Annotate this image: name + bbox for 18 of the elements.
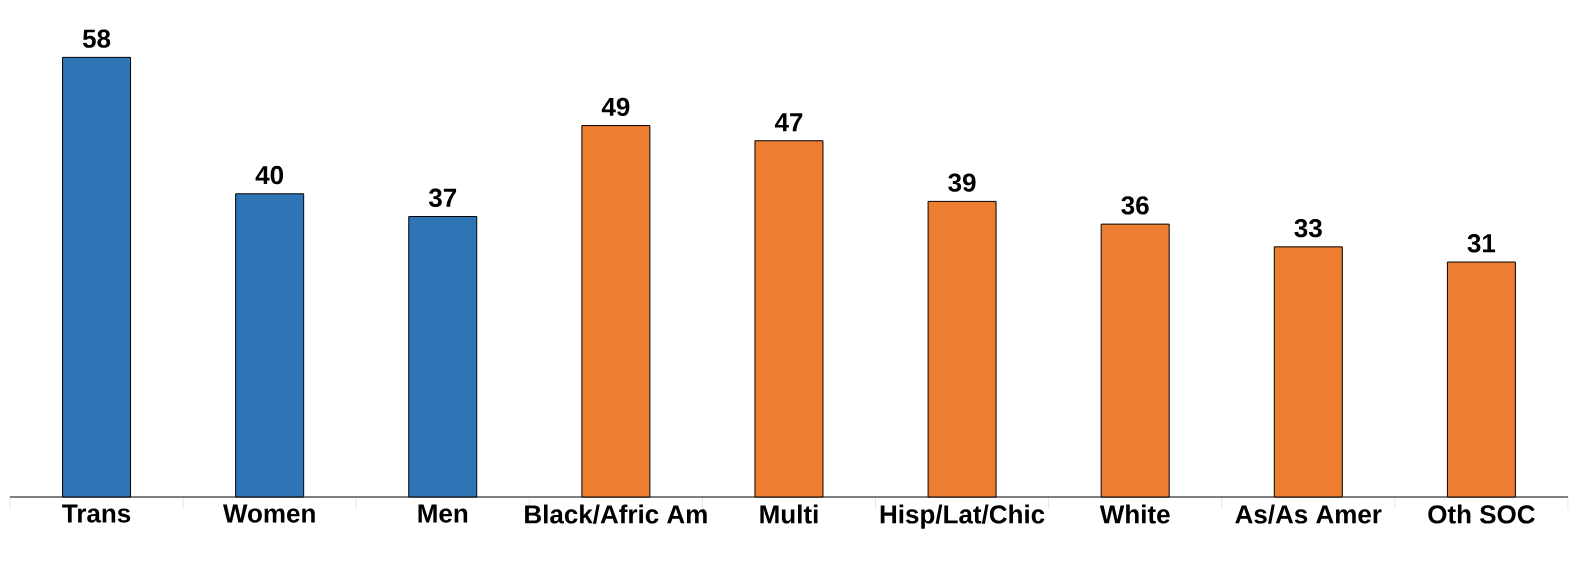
data-label: 47 [774,113,803,132]
data-label: 49 [601,97,630,117]
data-label: 40 [255,165,284,185]
data-label: 58 [82,29,111,48]
data-label: 36 [1121,196,1149,215]
x-tick-label: Multi [760,504,818,524]
data-label: 33 [1294,218,1322,238]
data-label: 39 [948,173,976,192]
data-label: 37 [428,188,457,208]
x-tick-label: Oth SOC [1428,504,1535,524]
x-tick-label: Hisp/Lat/Chic [880,504,1045,529]
x-tick-label: Women [222,504,315,523]
x-tick-label: Trans [62,504,131,523]
data-label: 31 [1467,234,1496,253]
x-tick-label: As/As Amer [1235,504,1382,524]
x-tick-label: White [1099,504,1170,524]
x-tick-label: Black/Afric Am [525,504,707,524]
x-tick-label: Men [418,504,468,523]
